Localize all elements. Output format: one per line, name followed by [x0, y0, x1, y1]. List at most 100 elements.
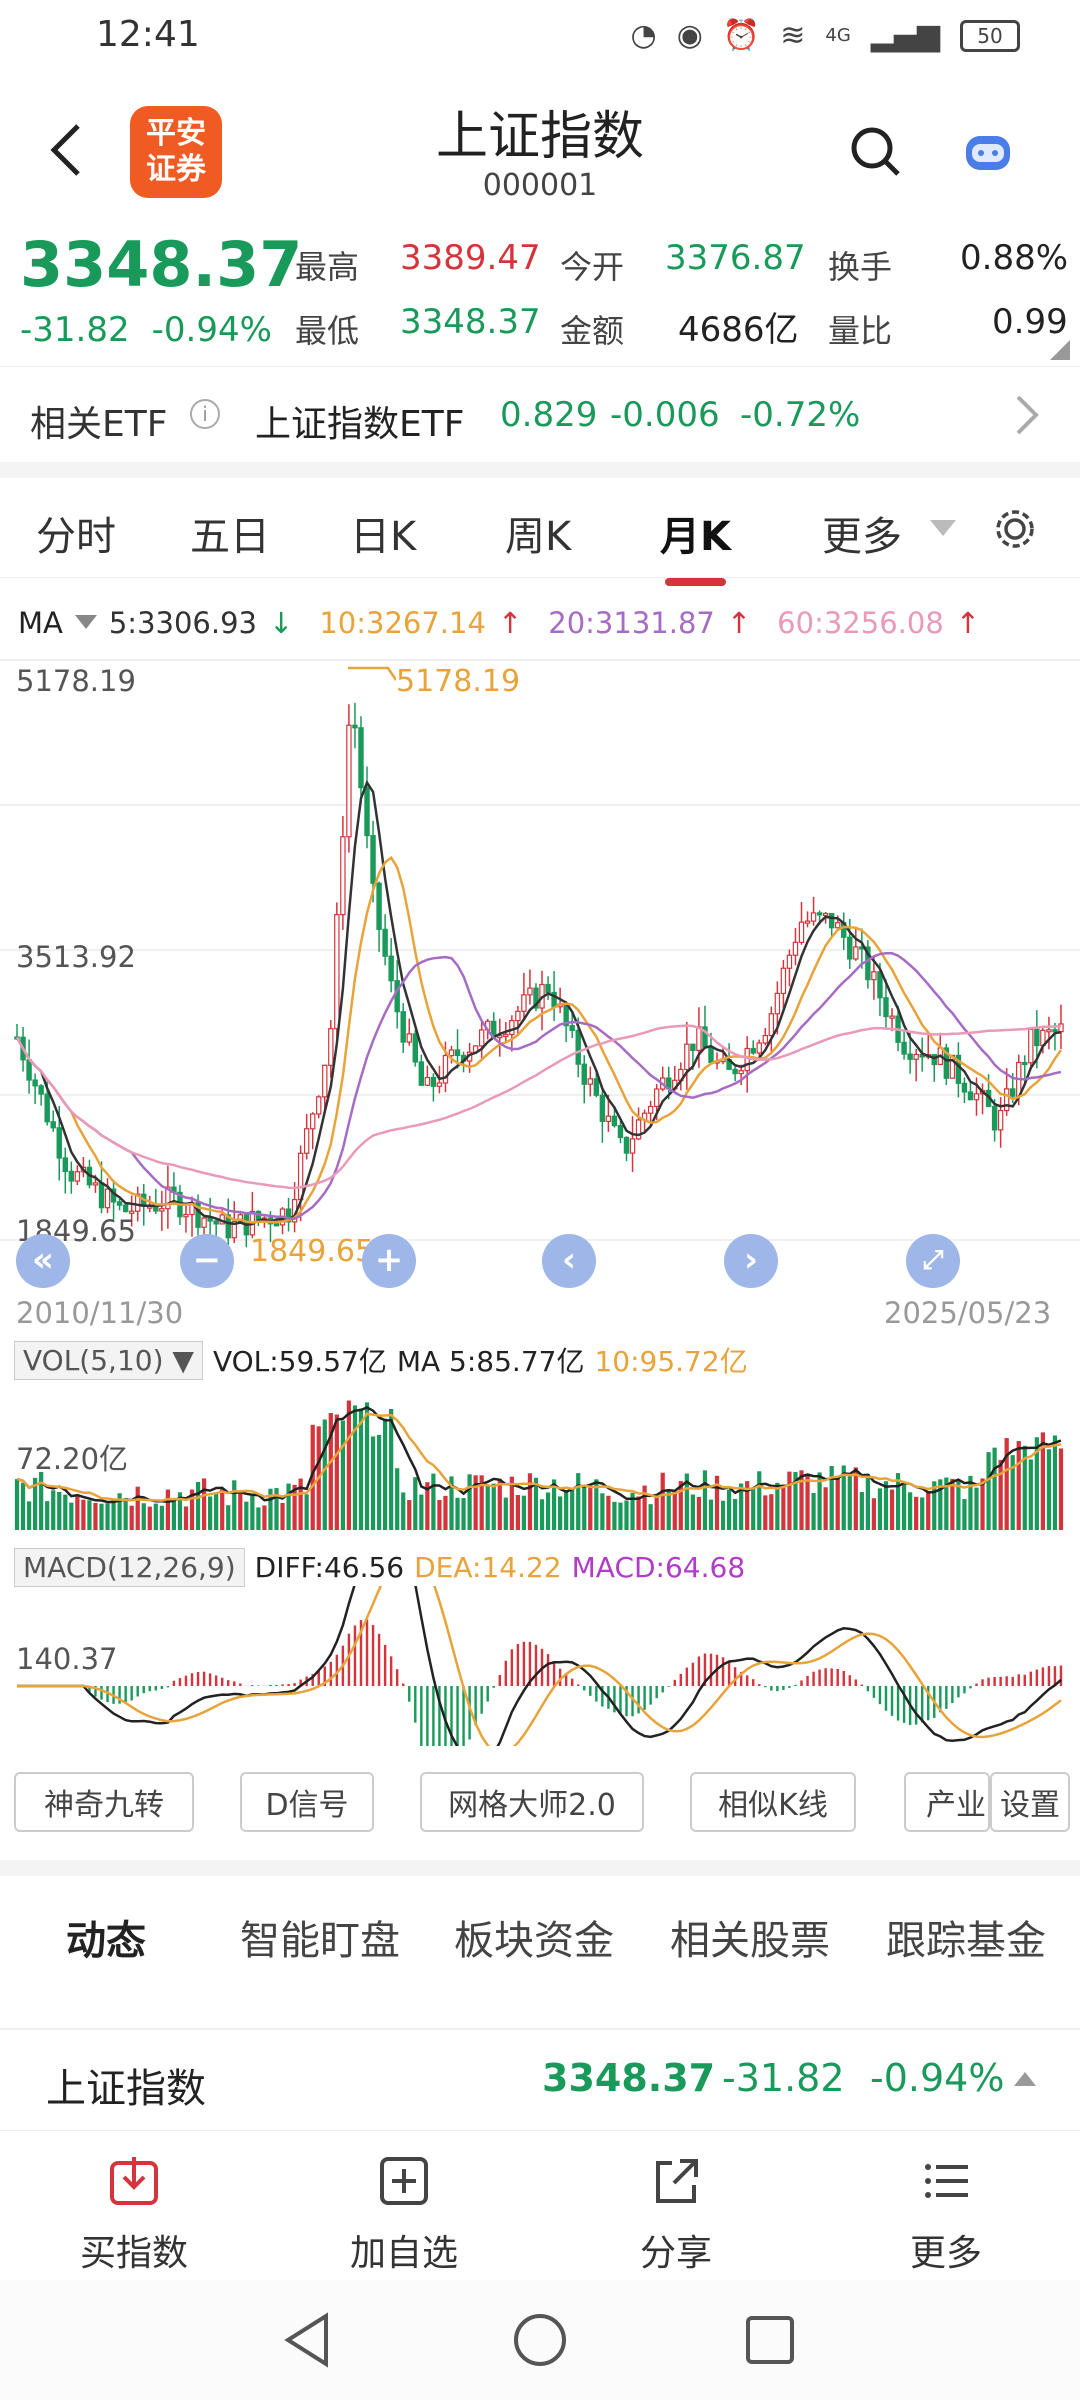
k-candle-139 — [853, 946, 859, 960]
tool-grid-master[interactable]: 网格大师2.0 — [420, 1772, 644, 1832]
tool-similar-kline[interactable]: 相似K线 — [690, 1772, 856, 1832]
vol-bar-72 — [449, 1476, 454, 1530]
vol-bar-3 — [33, 1477, 38, 1530]
vol-bar-139 — [853, 1467, 858, 1530]
k-candle-33 — [213, 1220, 219, 1225]
macd-bar-160 — [981, 1679, 984, 1686]
k-candle-70 — [436, 1082, 443, 1087]
subtab-smart-watch[interactable]: 智能盯盘 — [240, 1918, 400, 1964]
macd-bar-20 — [136, 1686, 139, 1697]
tab-monthly-k[interactable]: 月K — [660, 504, 731, 586]
macd-bar-46 — [293, 1683, 296, 1686]
vol-bar-110 — [678, 1480, 683, 1530]
nav-back-icon[interactable] — [282, 2312, 330, 2368]
price-axis-top: 5178.19 — [16, 664, 136, 698]
k-candle-163 — [997, 1109, 1004, 1131]
tab-weekly-k[interactable]: 周K — [505, 514, 572, 560]
vol-bar-38 — [244, 1501, 249, 1530]
vol-bar-132 — [811, 1493, 816, 1530]
macd-bar-51 — [323, 1666, 326, 1686]
vol-bar-144 — [883, 1481, 889, 1530]
add-watchlist-button[interactable]: 加自选 — [324, 2155, 484, 2276]
vol-bar-22 — [147, 1506, 152, 1530]
k-candle-28 — [183, 1213, 189, 1218]
macd-bar-19 — [130, 1686, 133, 1701]
assistant-robot-icon[interactable] — [958, 124, 1018, 180]
k-candle-82 — [509, 1020, 515, 1036]
macd-bar-117 — [721, 1657, 725, 1686]
macd-bar-85 — [528, 1641, 532, 1686]
zoom-out-button[interactable]: − — [180, 1234, 234, 1288]
tool-d-signal[interactable]: D信号 — [240, 1772, 374, 1832]
ma5-arrow: ↓ — [269, 606, 294, 640]
subtab-related-stocks[interactable]: 相关股票 — [670, 1918, 830, 1964]
tab-more[interactable]: 更多 — [822, 514, 902, 560]
macd-bar-91 — [564, 1673, 568, 1686]
tool-industry[interactable]: 产业 — [904, 1772, 990, 1832]
vol-bar-135 — [829, 1465, 834, 1530]
macd-bar-90 — [558, 1668, 562, 1686]
ma60-arrow: ↑ — [955, 606, 981, 640]
share-icon — [656, 2159, 698, 2203]
vol-bar-61 — [383, 1418, 388, 1530]
vol-bar-52 — [328, 1412, 333, 1530]
macd-bar-125 — [770, 1686, 773, 1691]
k-candle-35 — [225, 1214, 231, 1239]
tab-five-day[interactable]: 五日 — [190, 514, 270, 560]
k-candle-92 — [569, 1025, 575, 1031]
vol-indicator-selector[interactable]: VOL(5,10) ▼ — [14, 1340, 203, 1380]
vol-bar-142 — [871, 1498, 877, 1530]
ma-legend[interactable]: MA 5:3306.93 ↓ 10:3267.14 ↑ 20:3131.87 ↑ 60… — [18, 606, 980, 640]
macd-bar-66 — [414, 1686, 417, 1723]
zoom-in-button[interactable]: + — [362, 1234, 416, 1288]
high-value: 3389.47 — [400, 238, 541, 278]
k-candle-95 — [587, 1078, 594, 1085]
ma-label: MA — [18, 606, 63, 640]
related-etf-row[interactable]: 相关ETF i 上证指数ETF 0.829 -0.006 -0.72% — [0, 366, 1080, 462]
volume-chart[interactable] — [0, 1380, 1080, 1540]
settings-gear-icon[interactable] — [992, 506, 1038, 552]
subtab-news[interactable]: 动态 — [66, 1908, 146, 1986]
caret-up-icon[interactable] — [1014, 2072, 1036, 2086]
info-icon[interactable]: i — [190, 399, 220, 429]
tab-intraday[interactable]: 分时 — [36, 514, 116, 560]
back-icon[interactable] — [46, 120, 86, 180]
nav-home-icon[interactable] — [510, 2310, 570, 2370]
expand-corner-icon[interactable] — [1050, 340, 1070, 360]
tool-magic-nine[interactable]: 神奇九转 — [14, 1772, 194, 1832]
k-candle-119 — [732, 1068, 738, 1075]
share-button[interactable]: 分享 — [596, 2155, 756, 2276]
tab-daily-k[interactable]: 日K — [350, 514, 417, 560]
fullscreen-button[interactable]: ⤢ — [906, 1234, 960, 1288]
subtab-tracking-funds[interactable]: 跟踪基金 — [886, 1918, 1046, 1964]
macd-bar-145 — [890, 1686, 894, 1716]
vol-bar-54 — [340, 1420, 345, 1530]
scroll-right-button[interactable]: › — [724, 1234, 778, 1288]
subtab-sector-funds[interactable]: 板块资金 — [454, 1918, 614, 1964]
macd-diff: DIFF:46.56 — [254, 1551, 405, 1584]
more-button[interactable]: 更多 — [866, 2155, 1026, 2276]
search-icon[interactable] — [848, 124, 904, 180]
ticker-change: -31.82 — [722, 2056, 845, 2100]
stock-code: 000001 — [482, 168, 598, 203]
macd-chart[interactable] — [0, 1586, 1080, 1746]
macd-bar-101 — [625, 1686, 628, 1717]
ticker-change-pct: -0.94% — [870, 2056, 1005, 2100]
vol-bar-131 — [805, 1473, 810, 1530]
macd-bar-171 — [1047, 1666, 1051, 1686]
turnover-value: 0.88% — [960, 238, 1069, 278]
buy-index-button[interactable]: 买指数 — [54, 2155, 214, 2276]
vol-bar-23 — [153, 1503, 158, 1530]
macd-bar-157 — [963, 1686, 966, 1694]
nav-recents-icon[interactable] — [744, 2314, 796, 2366]
system-nav-bar — [0, 2280, 1080, 2400]
ticker-bar[interactable]: 上证指数 3348.37 -31.82 -0.94% — [0, 2030, 1080, 2130]
macd-indicator-selector[interactable]: MACD(12,26,9) — [14, 1548, 245, 1587]
scroll-left-button[interactable]: ‹ — [542, 1234, 596, 1288]
signal-icon: ▂▄▆ — [870, 18, 940, 53]
k-candle-43 — [273, 1223, 280, 1227]
kline-chart[interactable] — [0, 650, 1080, 1290]
scroll-first-button[interactable]: « — [16, 1234, 70, 1288]
tool-settings[interactable]: 设置 — [990, 1772, 1070, 1832]
k-candle-15 — [104, 1188, 111, 1209]
